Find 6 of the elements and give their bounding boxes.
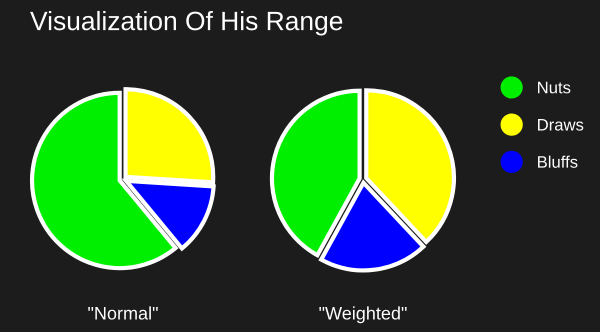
legend-label: Draws [538, 119, 584, 131]
legend-label: Nuts [538, 82, 570, 94]
text: "Weighted" [319, 306, 407, 324]
chart-title: Visualization Of His Range [30, 10, 342, 36]
legend-label: Bluffs [538, 156, 578, 168]
text: "Normal" [88, 306, 158, 320]
